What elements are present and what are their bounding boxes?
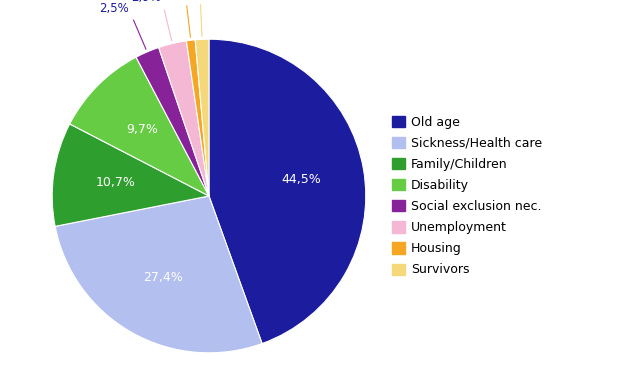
Wedge shape	[69, 57, 209, 196]
Text: 2,9%: 2,9%	[132, 0, 161, 4]
Text: 10,7%: 10,7%	[96, 176, 136, 189]
Wedge shape	[136, 47, 209, 196]
Wedge shape	[52, 124, 209, 226]
Text: 27,4%: 27,4%	[143, 271, 183, 284]
Wedge shape	[186, 40, 209, 196]
Wedge shape	[55, 196, 262, 353]
Text: 2,5%: 2,5%	[99, 2, 129, 15]
Text: 9,7%: 9,7%	[126, 123, 158, 136]
Wedge shape	[209, 39, 366, 343]
Wedge shape	[159, 41, 209, 196]
Wedge shape	[195, 39, 209, 196]
Legend: Old age, Sickness/Health care, Family/Children, Disability, Social exclusion nec: Old age, Sickness/Health care, Family/Ch…	[392, 116, 542, 276]
Text: 44,5%: 44,5%	[282, 173, 322, 186]
